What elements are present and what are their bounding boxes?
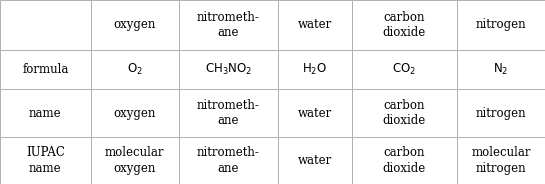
Bar: [278, 0, 352, 50]
Text: $\rm{H}_{2}\rm{O}$: $\rm{H}_{2}\rm{O}$: [302, 62, 328, 77]
Bar: [457, 137, 545, 184]
Bar: [278, 89, 352, 137]
Bar: [352, 0, 457, 50]
Text: $\rm{N}_{2}$: $\rm{N}_{2}$: [493, 62, 508, 77]
Text: nitrometh-
ane: nitrometh- ane: [197, 146, 260, 175]
Text: water: water: [298, 18, 332, 31]
Bar: [179, 0, 278, 50]
Bar: [91, 0, 179, 50]
Bar: [352, 89, 457, 137]
Bar: [352, 137, 457, 184]
Bar: [179, 137, 278, 184]
Text: oxygen: oxygen: [114, 18, 156, 31]
Bar: [0, 137, 91, 184]
Text: molecular
oxygen: molecular oxygen: [105, 146, 165, 175]
Bar: [179, 50, 278, 89]
Text: water: water: [298, 107, 332, 120]
Text: carbon
dioxide: carbon dioxide: [383, 99, 426, 127]
Text: IUPAC
name: IUPAC name: [26, 146, 65, 175]
Text: molecular
nitrogen: molecular nitrogen: [471, 146, 531, 175]
Bar: [457, 89, 545, 137]
Text: $\rm{CO}_{2}$: $\rm{CO}_{2}$: [392, 62, 416, 77]
Text: nitrogen: nitrogen: [476, 18, 526, 31]
Text: nitrometh-
ane: nitrometh- ane: [197, 99, 260, 127]
Text: oxygen: oxygen: [114, 107, 156, 120]
Text: name: name: [29, 107, 62, 120]
Text: $\rm{CH}_{3}\rm{NO}_{2}$: $\rm{CH}_{3}\rm{NO}_{2}$: [205, 62, 252, 77]
Bar: [91, 50, 179, 89]
Bar: [0, 50, 91, 89]
Text: carbon
dioxide: carbon dioxide: [383, 11, 426, 39]
Text: $\rm{O}_{2}$: $\rm{O}_{2}$: [127, 62, 143, 77]
Bar: [278, 137, 352, 184]
Text: nitrogen: nitrogen: [476, 107, 526, 120]
Bar: [179, 89, 278, 137]
Bar: [457, 50, 545, 89]
Bar: [0, 0, 91, 50]
Bar: [0, 89, 91, 137]
Text: carbon
dioxide: carbon dioxide: [383, 146, 426, 175]
Text: formula: formula: [22, 63, 69, 76]
Bar: [352, 50, 457, 89]
Text: water: water: [298, 154, 332, 167]
Bar: [278, 50, 352, 89]
Bar: [91, 137, 179, 184]
Text: nitrometh-
ane: nitrometh- ane: [197, 11, 260, 39]
Bar: [457, 0, 545, 50]
Bar: [91, 89, 179, 137]
